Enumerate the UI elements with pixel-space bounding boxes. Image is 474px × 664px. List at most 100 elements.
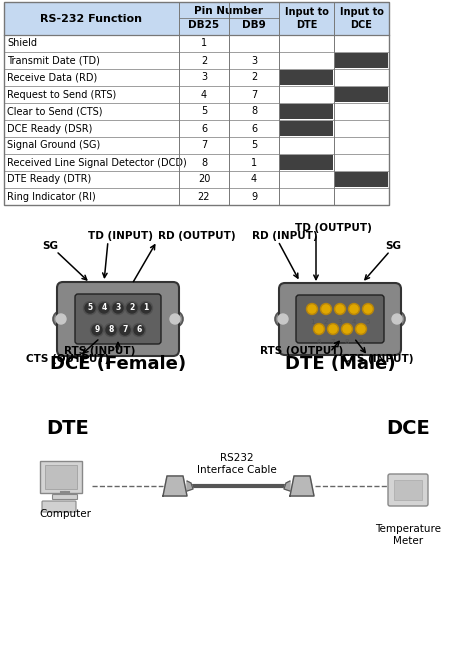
- Circle shape: [275, 311, 291, 327]
- Text: 4: 4: [251, 175, 257, 185]
- Text: 5: 5: [251, 141, 257, 151]
- Polygon shape: [290, 476, 314, 496]
- Circle shape: [133, 323, 146, 337]
- Circle shape: [120, 325, 130, 335]
- Circle shape: [83, 301, 97, 315]
- Text: 2: 2: [324, 319, 328, 325]
- Text: 7: 7: [122, 325, 128, 335]
- Text: 4: 4: [352, 319, 356, 325]
- Text: DB9: DB9: [242, 20, 266, 30]
- Bar: [4, 120, 389, 137]
- Text: Computer: Computer: [39, 509, 91, 519]
- Text: DCE (Female): DCE (Female): [50, 355, 186, 373]
- Text: 3: 3: [251, 56, 257, 66]
- Text: Temperature
Meter: Temperature Meter: [375, 524, 441, 546]
- Circle shape: [335, 303, 346, 315]
- Text: Pin Number: Pin Number: [194, 6, 264, 16]
- Circle shape: [91, 323, 103, 337]
- Circle shape: [126, 301, 138, 315]
- Bar: [335, 87, 388, 102]
- Text: 1: 1: [201, 39, 207, 48]
- Text: 6: 6: [201, 124, 207, 133]
- Text: DCE Ready (DSR): DCE Ready (DSR): [7, 124, 92, 133]
- Circle shape: [341, 323, 353, 335]
- Text: SG: SG: [385, 241, 401, 251]
- Circle shape: [320, 303, 331, 315]
- Polygon shape: [284, 481, 290, 491]
- Text: 5: 5: [201, 106, 207, 116]
- Text: DTE Ready (DTR): DTE Ready (DTR): [7, 175, 91, 185]
- Bar: [280, 121, 333, 136]
- Text: RS232
Interface Cable: RS232 Interface Cable: [197, 454, 277, 475]
- Text: 8: 8: [201, 157, 207, 167]
- Circle shape: [104, 323, 118, 337]
- Circle shape: [56, 314, 66, 324]
- Text: 3: 3: [338, 319, 342, 325]
- Circle shape: [389, 311, 405, 327]
- Text: RS-232 Function: RS-232 Function: [40, 13, 143, 23]
- Text: Clear to Send (CTS): Clear to Send (CTS): [7, 106, 102, 116]
- Circle shape: [106, 325, 116, 335]
- Bar: [4, 35, 389, 52]
- Text: 9: 9: [251, 191, 257, 201]
- Bar: [4, 188, 389, 205]
- Circle shape: [98, 301, 110, 315]
- Circle shape: [118, 323, 131, 337]
- Circle shape: [328, 323, 338, 335]
- Bar: [280, 104, 333, 119]
- Circle shape: [329, 325, 337, 333]
- Circle shape: [363, 303, 374, 315]
- Text: 22: 22: [198, 191, 210, 201]
- Text: 7: 7: [201, 141, 207, 151]
- Text: 6: 6: [137, 325, 142, 335]
- FancyBboxPatch shape: [279, 283, 401, 355]
- Text: RD (INPUT): RD (INPUT): [252, 231, 318, 241]
- Bar: [4, 86, 389, 103]
- Text: Input to: Input to: [284, 7, 328, 17]
- Bar: [335, 53, 388, 68]
- Circle shape: [113, 303, 123, 313]
- Text: CTS (OUTPUT): CTS (OUTPUT): [27, 354, 109, 364]
- Text: 8: 8: [345, 339, 349, 345]
- Text: DTE: DTE: [46, 419, 90, 438]
- Bar: [280, 155, 333, 170]
- Bar: [335, 172, 388, 187]
- Text: 20: 20: [198, 175, 210, 185]
- Text: 6: 6: [317, 339, 321, 345]
- Text: Ring Indicator (RI): Ring Indicator (RI): [7, 191, 96, 201]
- Circle shape: [356, 323, 366, 335]
- Circle shape: [308, 305, 316, 313]
- Circle shape: [392, 314, 402, 324]
- Text: 4: 4: [201, 90, 207, 100]
- Polygon shape: [187, 481, 193, 491]
- Bar: [4, 137, 389, 154]
- Text: Input to: Input to: [339, 7, 383, 17]
- Circle shape: [336, 305, 344, 313]
- Text: 3: 3: [201, 72, 207, 82]
- Text: Signal Ground (SG): Signal Ground (SG): [7, 141, 100, 151]
- Text: DCE: DCE: [386, 419, 430, 438]
- Text: DTE (Male): DTE (Male): [285, 355, 395, 373]
- Text: DCE: DCE: [351, 20, 373, 30]
- Bar: [4, 171, 389, 188]
- FancyBboxPatch shape: [42, 501, 76, 512]
- Bar: [280, 70, 333, 85]
- FancyBboxPatch shape: [75, 294, 161, 344]
- Text: 7: 7: [251, 90, 257, 100]
- Circle shape: [167, 311, 183, 327]
- Text: 4: 4: [101, 303, 107, 313]
- Text: 3: 3: [115, 303, 120, 313]
- Text: CTS (INPUT): CTS (INPUT): [342, 354, 414, 364]
- Text: 2: 2: [129, 303, 135, 313]
- Text: 9: 9: [359, 339, 363, 345]
- Text: 5: 5: [87, 303, 92, 313]
- Circle shape: [278, 314, 288, 324]
- Circle shape: [127, 303, 137, 313]
- Text: RD (OUTPUT): RD (OUTPUT): [158, 231, 236, 241]
- Text: 8: 8: [251, 106, 257, 116]
- Text: 1: 1: [143, 303, 149, 313]
- Bar: [45, 465, 77, 489]
- Circle shape: [99, 303, 109, 313]
- Text: DB25: DB25: [189, 20, 219, 30]
- Text: 2: 2: [201, 56, 207, 66]
